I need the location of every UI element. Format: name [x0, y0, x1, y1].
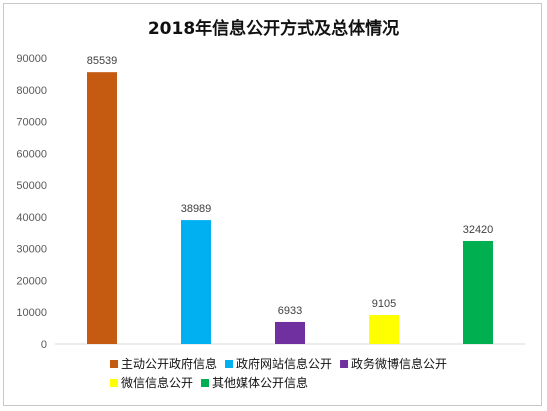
y-tick-label: 60000 [16, 148, 47, 160]
bar-1 [87, 72, 117, 345]
legend-label: 其他媒体公开信息 [212, 375, 308, 390]
data-label: 85539 [87, 55, 118, 67]
y-tick-label: 30000 [16, 244, 47, 256]
y-tick-label: 80000 [16, 85, 47, 97]
data-label: 6933 [278, 305, 302, 317]
data-labels: 85539 38989 6933 9105 32420 [87, 55, 494, 317]
y-tick-label: 40000 [16, 212, 47, 224]
y-tick-label: 50000 [16, 180, 47, 192]
legend-swatch [110, 360, 118, 368]
bar-3 [275, 321, 305, 344]
bars [87, 72, 493, 345]
data-label: 38989 [181, 203, 212, 215]
legend-label: 主动公开政府信息 [121, 356, 217, 371]
legend-label: 政务微博信息公开 [351, 356, 447, 371]
bar-2 [181, 220, 211, 344]
legend-swatch [110, 379, 118, 387]
y-tick-label: 20000 [16, 275, 47, 287]
data-label: 9105 [372, 298, 396, 310]
data-label: 32420 [463, 224, 494, 236]
y-tick-label: 70000 [16, 117, 47, 129]
legend-label: 政府网站信息公开 [236, 356, 332, 371]
bar-5 [463, 240, 493, 344]
bar-4 [369, 315, 399, 344]
y-tick-label: 90000 [16, 53, 47, 65]
legend-swatch [225, 360, 234, 368]
y-tick-label: 0 [41, 339, 47, 351]
legend-label: 微信信息公开 [121, 375, 193, 390]
chart-title: 2018年信息公开方式及总体情况 [147, 19, 400, 39]
legend-swatch [340, 360, 349, 368]
legend-swatch [201, 379, 210, 387]
y-tick-label: 10000 [16, 307, 47, 319]
